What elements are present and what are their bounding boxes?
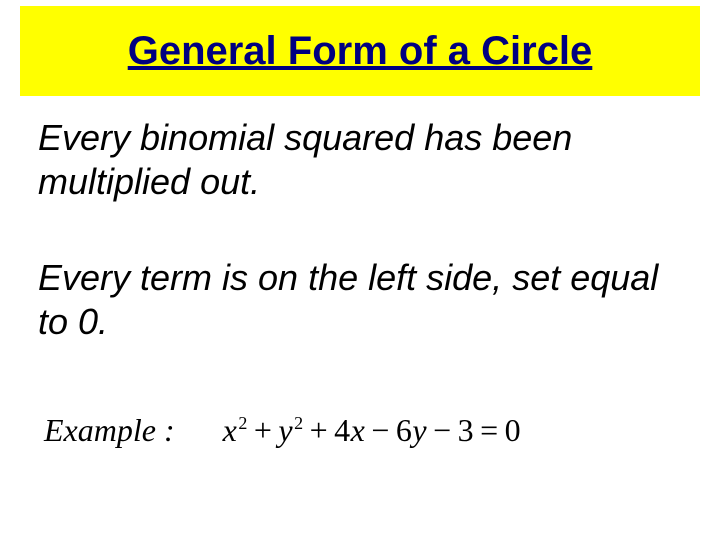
op-minus-1: − — [371, 412, 390, 449]
example-equation-row: Example : x2 + y2 + 4x − 6y − 3 = 0 — [44, 412, 684, 449]
term-6y: 6y — [396, 412, 427, 449]
op-plus-1: + — [254, 412, 273, 449]
body-paragraph-1: Every binomial squared has been multipli… — [38, 116, 678, 204]
title-box: General Form of a Circle — [20, 6, 700, 96]
term-4x: 4x — [334, 412, 365, 449]
term-x2: x2 — [223, 412, 248, 449]
term-rhs-0: 0 — [505, 412, 522, 449]
body-paragraph-2: Every term is on the left side, set equa… — [38, 256, 678, 344]
op-minus-2: − — [433, 412, 452, 449]
term-y2: y2 — [278, 412, 303, 449]
slide-title: General Form of a Circle — [128, 29, 593, 74]
op-equals: = — [480, 412, 499, 449]
equation-expression: x2 + y2 + 4x − 6y − 3 = 0 — [223, 412, 522, 449]
term-3: 3 — [458, 412, 475, 449]
op-plus-2: + — [310, 412, 329, 449]
example-label: Example : — [44, 412, 175, 449]
slide: General Form of a Circle Every binomial … — [0, 0, 720, 540]
